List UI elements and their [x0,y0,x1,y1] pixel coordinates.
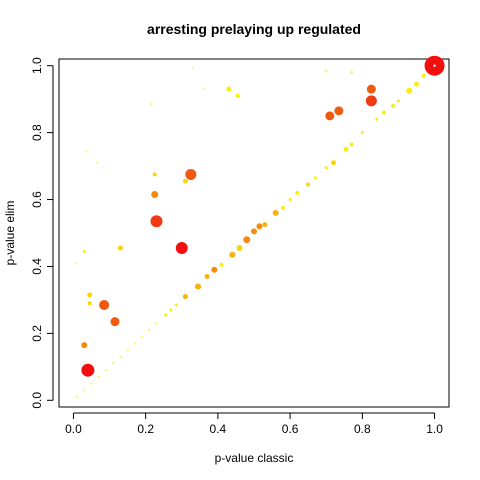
data-point-3 [150,215,163,228]
data-point-64 [75,395,79,399]
y-tick-label-0: 0.0 [30,392,44,409]
y-tick-label-4: 0.8 [30,124,44,141]
data-point-21 [229,251,236,258]
data-point-73 [433,64,436,67]
y-tick-label-2: 0.4 [30,258,44,275]
data-point-71 [202,88,205,91]
data-point-28 [182,178,188,184]
data-point-50 [164,313,168,317]
x-axis-label: p-value classic [215,451,294,465]
data-point-32 [295,190,300,195]
data-point-58 [119,355,122,359]
data-point-40 [382,110,386,115]
data-point-8 [334,106,344,116]
x-tick-label-3: 0.6 [282,422,299,436]
data-point-24 [117,245,123,251]
data-point-61 [97,375,100,379]
y-tick-label-3: 0.6 [30,191,44,208]
data-point-38 [414,81,419,87]
data-point-17 [272,209,279,216]
x-tick-label-2: 0.4 [210,422,227,436]
plot-frame [58,58,450,408]
data-point-53 [155,322,158,325]
data-point-30 [235,93,240,98]
x-tick-label-4: 0.8 [354,422,371,436]
data-point-45 [280,205,285,210]
data-point-59 [111,362,115,365]
data-point-44 [375,117,379,121]
data-point-11 [151,191,159,199]
data-point-37 [406,87,413,94]
data-point-39 [421,73,426,78]
data-points [74,55,445,399]
data-point-34 [330,160,336,166]
x-tick-label-1: 0.2 [137,422,154,436]
data-point-2 [175,242,188,255]
data-point-65 [149,102,153,106]
x-tick-label-5: 1.0 [426,422,443,436]
x-axis: 0.0 0.2 0.4 0.6 0.8 1.0 [65,412,443,436]
data-point-72 [74,262,77,265]
data-point-1 [81,363,95,377]
data-point-46 [288,198,292,202]
data-point-42 [396,99,400,103]
x-tick-label-0: 0.0 [65,422,82,436]
data-point-51 [169,308,173,312]
data-point-49 [219,262,224,267]
data-point-41 [391,103,396,108]
data-point-5 [99,299,110,310]
data-point-33 [306,182,311,187]
data-point-35 [343,146,349,152]
data-point-6 [365,95,377,107]
data-point-16 [256,223,263,230]
data-point-66 [85,150,88,153]
data-point-22 [236,245,243,252]
data-point-67 [95,161,98,164]
data-point-62 [90,382,93,385]
data-point-7 [366,84,376,94]
data-point-47 [313,176,317,180]
data-point-29 [226,86,232,92]
data-point-27 [152,172,157,177]
data-point-23 [262,222,268,228]
data-point-43 [360,131,364,135]
y-tick-label-1: 0.2 [30,325,44,342]
data-point-63 [83,389,86,392]
data-point-55 [140,335,144,338]
data-point-19 [195,283,202,290]
data-point-69 [324,69,328,73]
data-point-12 [81,342,88,349]
data-point-13 [211,266,218,273]
data-point-20 [204,274,210,279]
data-point-48 [324,166,328,170]
data-point-57 [126,348,129,352]
y-tick-label-5: 1.0 [30,57,44,74]
data-point-52 [174,303,178,307]
data-point-4 [185,168,197,180]
data-point-26 [87,301,92,306]
data-point-15 [251,228,257,235]
data-point-68 [191,66,194,69]
data-point-60 [104,368,108,372]
data-point-14 [243,236,251,244]
y-axis-label: p-value elim [3,201,17,266]
y-axis: 0.0 0.2 0.4 0.6 0.8 1.0 [30,57,54,409]
data-point-9 [325,111,335,121]
data-point-25 [87,292,93,298]
data-point-31 [82,249,86,253]
data-point-36 [349,142,354,147]
data-point-54 [148,328,151,332]
data-point-10 [110,317,120,327]
chart-title: arresting prelaying up regulated [147,21,361,37]
data-point-56 [133,342,137,345]
data-point-18 [182,294,188,300]
data-point-70 [350,70,353,74]
